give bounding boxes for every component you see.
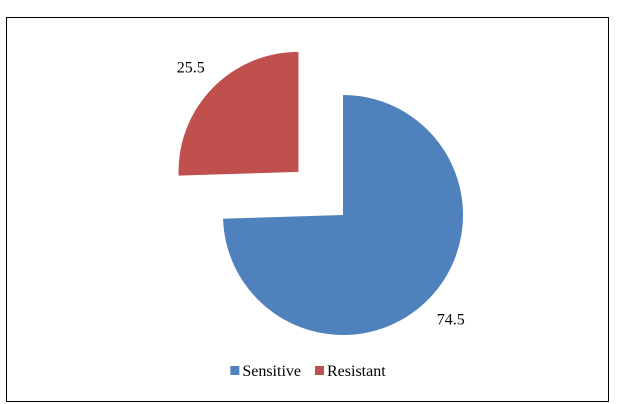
data-label-sensitive: 74.5 [437,311,465,328]
pie-slice-resistant [178,51,299,176]
chart-area: 74.5 25.5 Sensitive Resistant [6,17,609,402]
legend-swatch-sensitive [230,366,240,375]
legend-label-resistant: Resistant [327,363,386,380]
pie-chart: 74.5 25.5 Sensitive Resistant [177,51,465,380]
legend-label-sensitive: Sensitive [242,363,301,380]
legend-swatch-resistant [315,366,324,375]
legend: Sensitive Resistant [230,363,386,380]
data-label-resistant: 25.5 [177,59,205,76]
pie-slice-sensitive [223,95,464,336]
